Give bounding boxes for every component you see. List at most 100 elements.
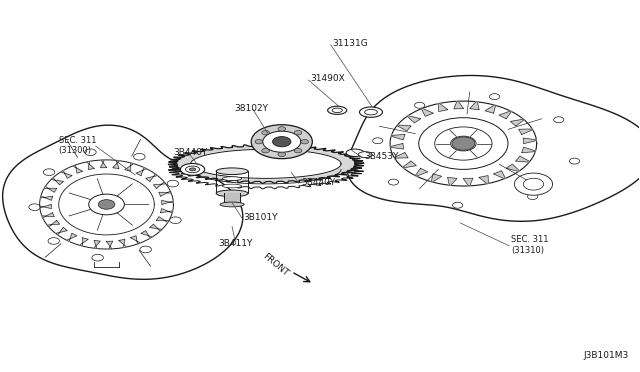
Polygon shape	[454, 101, 463, 109]
Polygon shape	[397, 125, 411, 131]
Circle shape	[294, 148, 302, 153]
Circle shape	[524, 178, 543, 190]
Ellipse shape	[360, 107, 383, 117]
Polygon shape	[479, 176, 488, 184]
Polygon shape	[67, 233, 77, 241]
Polygon shape	[141, 231, 152, 238]
Polygon shape	[59, 174, 154, 235]
Polygon shape	[159, 191, 172, 196]
Circle shape	[294, 131, 302, 135]
Circle shape	[554, 117, 564, 123]
Circle shape	[89, 194, 124, 215]
Polygon shape	[499, 111, 511, 119]
Polygon shape	[391, 134, 405, 140]
Polygon shape	[93, 240, 100, 248]
Polygon shape	[438, 103, 448, 112]
Circle shape	[167, 180, 179, 187]
Polygon shape	[3, 125, 243, 279]
Circle shape	[262, 148, 269, 153]
Polygon shape	[154, 182, 166, 189]
Polygon shape	[150, 224, 162, 231]
Circle shape	[92, 254, 104, 261]
Text: 31490X: 31490X	[310, 74, 345, 83]
Polygon shape	[119, 239, 127, 248]
Polygon shape	[168, 144, 364, 183]
Ellipse shape	[251, 125, 312, 159]
Ellipse shape	[273, 137, 291, 147]
Polygon shape	[485, 105, 495, 113]
Ellipse shape	[216, 168, 248, 174]
Polygon shape	[518, 129, 532, 134]
Text: 3B101Y: 3B101Y	[244, 213, 278, 222]
Circle shape	[415, 102, 425, 108]
Polygon shape	[42, 213, 54, 218]
Text: SEC. 311
(31300): SEC. 311 (31300)	[59, 136, 96, 155]
Polygon shape	[106, 241, 113, 249]
Polygon shape	[51, 178, 63, 185]
Circle shape	[170, 217, 181, 224]
Ellipse shape	[332, 108, 342, 112]
Text: J3B101M3: J3B101M3	[584, 350, 629, 359]
Circle shape	[134, 153, 145, 160]
Polygon shape	[421, 108, 433, 116]
Ellipse shape	[263, 131, 301, 152]
Polygon shape	[61, 170, 72, 178]
Circle shape	[48, 238, 60, 244]
Circle shape	[452, 137, 475, 150]
Circle shape	[255, 140, 262, 144]
Polygon shape	[146, 174, 157, 182]
Text: 3B453Y: 3B453Y	[365, 152, 399, 161]
Circle shape	[44, 169, 55, 176]
Ellipse shape	[223, 177, 242, 180]
Circle shape	[278, 152, 285, 157]
Circle shape	[99, 200, 115, 209]
Ellipse shape	[216, 190, 248, 197]
Polygon shape	[40, 196, 52, 201]
Circle shape	[452, 202, 463, 208]
Text: 3B440Y: 3B440Y	[301, 178, 335, 187]
Polygon shape	[40, 160, 173, 249]
Polygon shape	[136, 167, 147, 176]
Polygon shape	[394, 153, 408, 158]
Polygon shape	[73, 165, 83, 173]
Text: SEC. 311
(31310): SEC. 311 (31310)	[511, 235, 548, 255]
Circle shape	[527, 193, 538, 199]
Ellipse shape	[180, 163, 205, 175]
Polygon shape	[347, 76, 640, 221]
Ellipse shape	[189, 168, 196, 171]
Text: 3B411Y: 3B411Y	[218, 239, 252, 248]
Circle shape	[301, 140, 308, 144]
Polygon shape	[40, 205, 51, 209]
Ellipse shape	[186, 166, 200, 173]
Circle shape	[570, 158, 580, 164]
Polygon shape	[516, 156, 530, 162]
Text: 3B440Y: 3B440Y	[173, 148, 208, 157]
Polygon shape	[131, 236, 140, 244]
Circle shape	[388, 179, 399, 185]
Polygon shape	[113, 160, 119, 169]
Circle shape	[140, 246, 152, 253]
Polygon shape	[407, 116, 420, 123]
Text: 38102Y: 38102Y	[234, 104, 268, 113]
Text: FRONT: FRONT	[261, 252, 290, 279]
Circle shape	[29, 204, 40, 211]
Polygon shape	[156, 217, 169, 222]
Polygon shape	[191, 149, 341, 179]
Polygon shape	[100, 160, 106, 168]
Ellipse shape	[346, 149, 364, 157]
Circle shape	[419, 118, 508, 169]
Polygon shape	[511, 119, 524, 126]
Circle shape	[435, 127, 492, 160]
Ellipse shape	[328, 106, 347, 114]
Ellipse shape	[358, 152, 372, 158]
Polygon shape	[47, 221, 60, 227]
Circle shape	[372, 138, 383, 144]
Polygon shape	[161, 209, 173, 213]
Polygon shape	[506, 164, 520, 171]
Polygon shape	[79, 238, 88, 246]
Circle shape	[84, 149, 96, 155]
Polygon shape	[390, 101, 537, 186]
Circle shape	[278, 127, 285, 131]
Polygon shape	[523, 138, 536, 144]
Polygon shape	[125, 163, 134, 171]
